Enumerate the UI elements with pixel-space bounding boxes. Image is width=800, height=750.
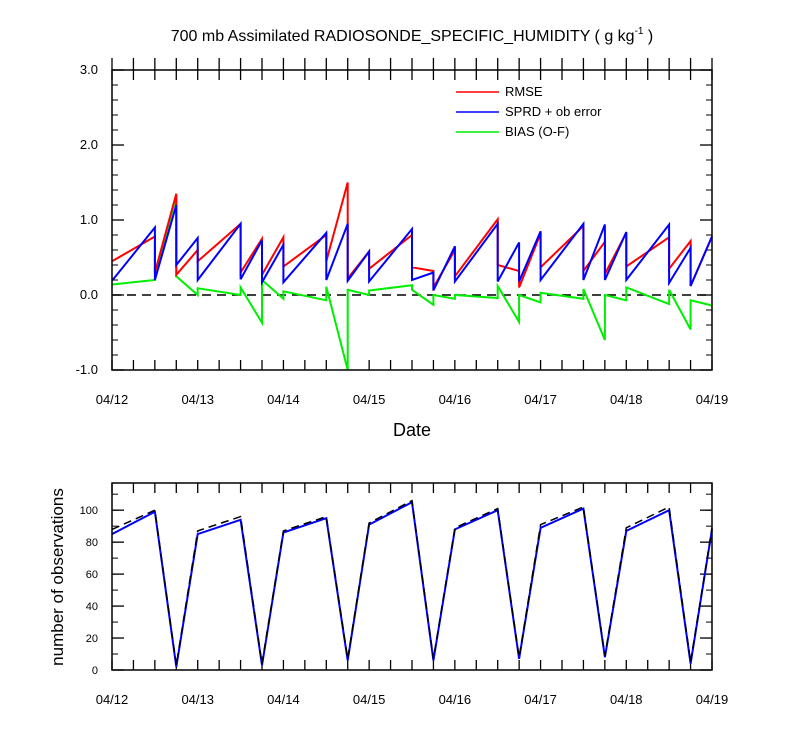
y-tick-label: 0.0 [80, 287, 98, 302]
x-tick-label: 04/16 [439, 692, 472, 707]
y-tick-label: 1.0 [80, 212, 98, 227]
chart-title-main: 700 mb Assimilated RADIOSONDE_SPECIFIC_H… [171, 28, 635, 45]
x-tick-label: 04/19 [696, 692, 729, 707]
legend-label-bias: BIAS (O-F) [505, 124, 569, 139]
y-tick-label: 100 [80, 505, 98, 517]
top-plot-frame [111, 69, 713, 371]
y-tick-label: -1.0 [76, 362, 98, 377]
x-tick-label: 04/18 [610, 392, 643, 407]
x-tick-label: 04/12 [96, 392, 129, 407]
chart-title-superscript: -1 [635, 26, 644, 37]
bottom-chart-series [111, 499, 713, 667]
legend-item-sprd: SPRD + ob error [456, 104, 602, 119]
series-line-rmse [111, 182, 713, 292]
y-tick-label: 3.0 [80, 62, 98, 77]
top-y-tick-labels: -1.0 0.0 1.0 2.0 3.0 [76, 62, 98, 377]
x-tick-label: 04/15 [353, 392, 386, 407]
bottom-plot-frame [111, 482, 713, 671]
series-line-bias [111, 195, 713, 371]
y-tick-label: 2.0 [80, 137, 98, 152]
legend-label-rmse: RMSE [505, 84, 543, 99]
x-axis-label: Date [393, 420, 431, 440]
chart-title-suffix: ) [643, 28, 653, 45]
x-tick-label: 04/16 [439, 392, 472, 407]
top-chart-ticks [111, 58, 713, 371]
series-line-obs-used [111, 500, 713, 667]
x-tick-label: 04/17 [524, 392, 557, 407]
x-tick-label: 04/19 [696, 392, 729, 407]
y-tick-label: 0 [92, 665, 98, 677]
x-tick-label: 04/14 [267, 392, 300, 407]
x-tick-label: 04/13 [181, 692, 214, 707]
y-tick-label: 80 [86, 537, 98, 549]
chart-title: 700 mb Assimilated RADIOSONDE_SPECIFIC_H… [171, 26, 654, 45]
y-tick-label: 20 [86, 633, 98, 645]
legend-label-sprd: SPRD + ob error [505, 104, 602, 119]
legend-item-bias: BIAS (O-F) [456, 124, 569, 139]
y-axis-label-observations: number of observations [48, 488, 67, 666]
y-tick-label: 40 [86, 601, 98, 613]
bottom-y-tick-labels: 0 20 40 60 80 100 [80, 505, 98, 677]
top-x-tick-labels: 04/12 04/13 04/14 04/15 04/16 04/17 04/18 04/19 [96, 392, 729, 407]
series-line-sprd [111, 204, 713, 291]
legend-item-rmse: RMSE [456, 84, 543, 99]
x-tick-label: 04/13 [181, 392, 214, 407]
legend: RMSE SPRD + ob error BIAS (O-F) [456, 84, 602, 139]
series-line-obs-possible [111, 499, 713, 666]
x-tick-label: 04/18 [610, 692, 643, 707]
y-tick-label: 60 [86, 569, 98, 581]
x-tick-label: 04/17 [524, 692, 557, 707]
bottom-chart-ticks [111, 483, 713, 671]
top-chart-series [111, 182, 713, 371]
top-chart: -1.00.01.02.03.0 04/12 04/13 04/14 04/15 04/… [76, 58, 729, 440]
x-tick-label: 04/12 [96, 692, 129, 707]
x-tick-label: 04/14 [267, 692, 300, 707]
bottom-x-tick-labels: 04/12 04/13 04/14 04/15 04/16 04/17 04/18 04/19 [96, 692, 729, 707]
x-tick-label: 04/15 [353, 692, 386, 707]
